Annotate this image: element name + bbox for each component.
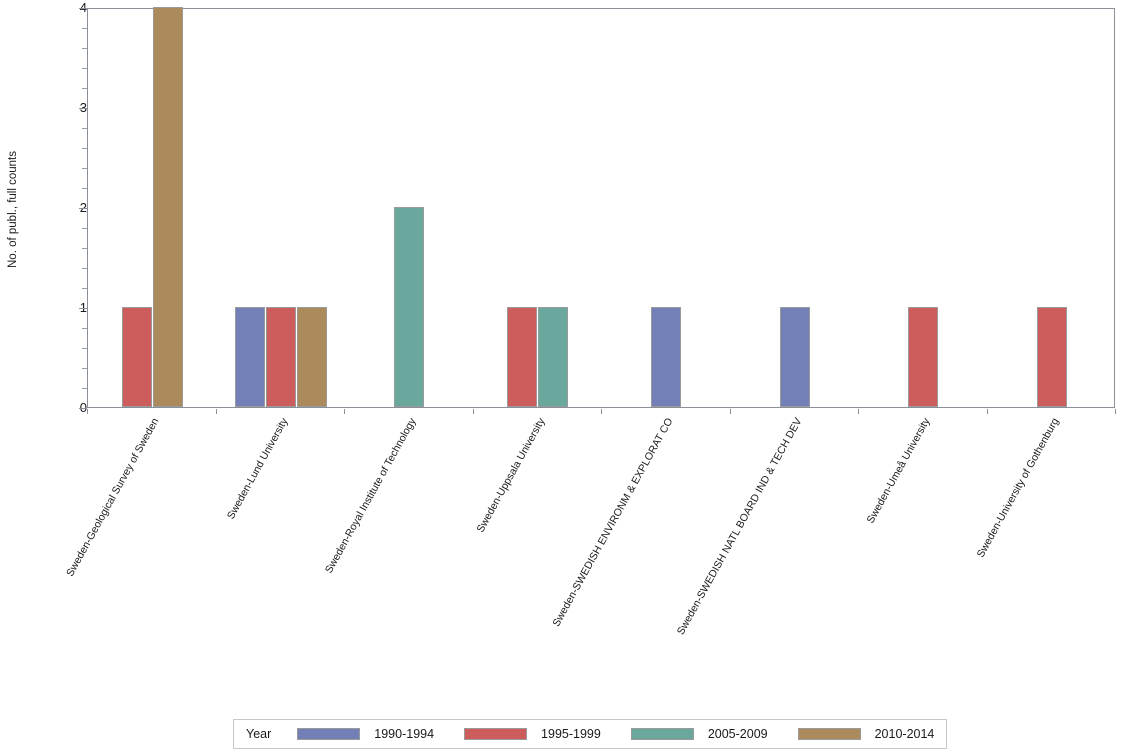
legend-title: Year: [246, 727, 272, 741]
x-tick: [87, 409, 88, 414]
y-tick-major: [79, 108, 87, 109]
legend-item[interactable]: 1995-1999: [464, 727, 601, 741]
x-axis-label-text: Sweden-University of Gothenburg: [974, 416, 1062, 560]
y-tick-minor: [82, 228, 87, 229]
bar: [507, 307, 538, 407]
legend-item[interactable]: 2005-2009: [630, 727, 768, 741]
x-axis-label-text: Sweden-Royal Institute of Technology: [323, 416, 419, 576]
x-axis-label-text: Sweden-Geological Survey of Sweden: [64, 416, 162, 579]
bar: [394, 207, 425, 407]
legend-item-label: 1990-1994: [374, 727, 435, 741]
x-tick: [472, 409, 474, 414]
bar: [296, 307, 327, 407]
y-tick-label: 2: [57, 201, 87, 214]
y-tick-label: 4: [57, 1, 87, 14]
y-tick-minor: [82, 168, 87, 169]
x-tick: [215, 409, 217, 414]
legend-item-label: 2010-2014: [874, 727, 935, 741]
y-tick-minor: [82, 348, 87, 349]
bar: [1036, 307, 1067, 407]
y-axis-title: No. of publ., full counts: [7, 151, 19, 269]
legend-item-label: 1995-1999: [541, 727, 601, 741]
legend-item[interactable]: 1990-1994: [297, 727, 434, 741]
y-tick-minor: [82, 68, 87, 69]
bar: [779, 307, 810, 407]
bar: [152, 7, 183, 407]
bar: [651, 307, 682, 407]
y-tick-minor: [82, 48, 87, 49]
bar: [234, 307, 265, 407]
x-axis-label-text: Sweden-SWEDISH NATL BOARD IND & TECH DEV: [674, 416, 805, 638]
bar: [265, 307, 296, 407]
legend-swatch-icon: [297, 728, 361, 740]
y-tick-major: [79, 8, 87, 9]
y-tick-minor: [82, 368, 87, 369]
legend: Year 1990-1994 1995-1999 2005-2009 2010-201…: [233, 719, 948, 749]
y-tick-minor: [82, 328, 87, 329]
y-axis: 4 3 2 1 0: [40, 0, 87, 416]
y-tick-major: [79, 208, 87, 209]
x-tick: [858, 409, 859, 414]
x-axis-label-text: Sweden-Uppsala University: [474, 416, 548, 535]
y-tick-minor: [82, 148, 87, 149]
y-tick-major: [79, 308, 87, 309]
x-axis-label-text: Sweden-Umeå University: [864, 416, 933, 526]
y-tick-minor: [82, 248, 87, 249]
bar: [538, 307, 569, 407]
x-tick: [986, 409, 988, 414]
x-axis-label-text: Sweden-SWEDISH ENVIRONM & EXPLORAT CO: [550, 416, 676, 629]
x-tick: [1115, 409, 1116, 414]
y-tick-major: [79, 408, 87, 409]
y-tick-label: 3: [57, 101, 87, 114]
y-tick-minor: [82, 268, 87, 269]
y-tick-label: 1: [57, 301, 87, 314]
bar: [908, 307, 939, 407]
plot-area: [87, 7, 1115, 408]
legend-swatch-icon: [464, 728, 528, 740]
bar: [121, 307, 152, 407]
y-tick-minor: [82, 288, 87, 289]
x-tick: [344, 409, 345, 414]
y-tick-minor: [82, 188, 87, 189]
x-tick: [601, 409, 602, 414]
legend-item[interactable]: 2010-2014: [797, 727, 935, 741]
y-tick-label: 0: [57, 401, 87, 414]
y-tick-minor: [82, 88, 87, 89]
legend-item-label: 2005-2009: [707, 727, 768, 741]
legend-swatch-icon: [797, 728, 861, 740]
y-tick-minor: [82, 128, 87, 129]
y-tick-minor: [82, 28, 87, 29]
x-axis-label-text: Sweden-Lund University: [224, 416, 291, 522]
x-tick: [729, 409, 731, 414]
legend-swatch-icon: [630, 728, 694, 740]
y-tick-minor: [82, 388, 87, 389]
